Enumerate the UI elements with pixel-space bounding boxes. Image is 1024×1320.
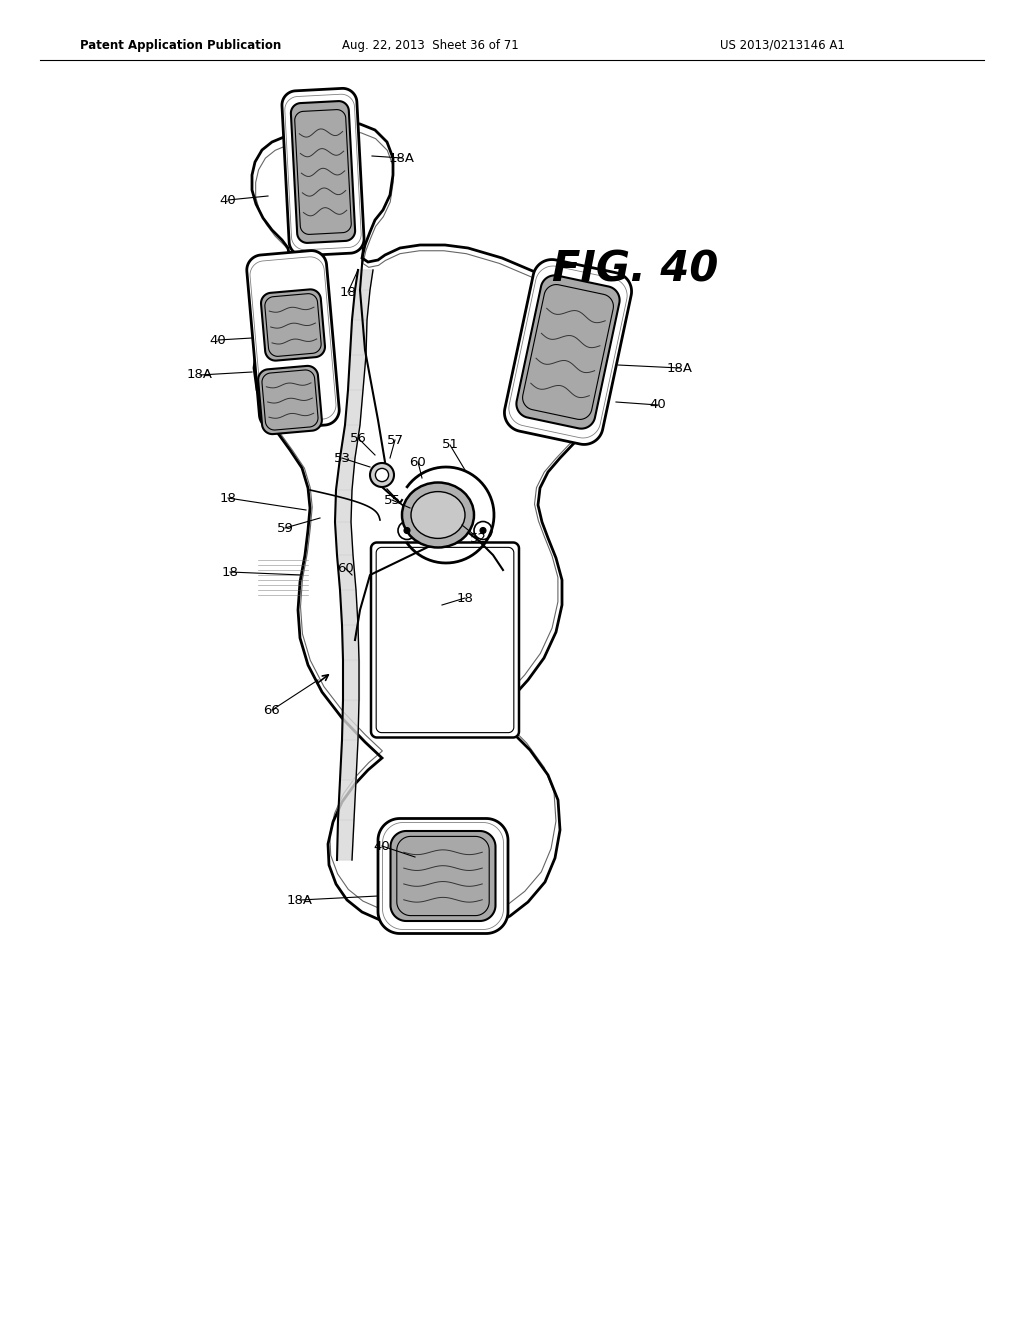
Ellipse shape <box>402 483 474 548</box>
Text: 40: 40 <box>649 399 667 412</box>
Text: 57: 57 <box>386 433 403 446</box>
Circle shape <box>398 521 416 540</box>
Text: 40: 40 <box>210 334 226 346</box>
Text: 55: 55 <box>384 494 400 507</box>
Text: 51: 51 <box>441 438 459 451</box>
Text: 18A: 18A <box>389 152 415 165</box>
Text: 53: 53 <box>334 451 350 465</box>
Text: 40: 40 <box>219 194 237 206</box>
Polygon shape <box>378 818 508 933</box>
Polygon shape <box>335 521 353 554</box>
Polygon shape <box>261 289 325 360</box>
Polygon shape <box>343 660 359 700</box>
Polygon shape <box>516 276 620 429</box>
Polygon shape <box>252 121 600 931</box>
Polygon shape <box>337 554 356 590</box>
Polygon shape <box>505 260 632 445</box>
Polygon shape <box>345 389 362 425</box>
Text: FIG. 40: FIG. 40 <box>552 249 718 290</box>
Text: 52: 52 <box>469 532 486 544</box>
Circle shape <box>370 463 394 487</box>
Text: 18A: 18A <box>667 362 693 375</box>
Text: 66: 66 <box>263 704 281 717</box>
Text: 18: 18 <box>340 285 356 298</box>
Polygon shape <box>340 741 358 780</box>
Polygon shape <box>371 543 519 738</box>
Polygon shape <box>338 780 356 820</box>
Text: 18: 18 <box>219 491 237 504</box>
Polygon shape <box>340 425 360 458</box>
Polygon shape <box>342 624 359 660</box>
Polygon shape <box>258 366 322 434</box>
Text: 40: 40 <box>374 840 390 853</box>
Polygon shape <box>390 832 496 921</box>
Polygon shape <box>342 700 359 741</box>
Circle shape <box>376 469 388 482</box>
Polygon shape <box>355 271 373 290</box>
Polygon shape <box>336 458 355 490</box>
Polygon shape <box>337 820 354 861</box>
Polygon shape <box>282 88 365 256</box>
Polygon shape <box>352 290 370 319</box>
Text: 60: 60 <box>337 561 353 574</box>
Circle shape <box>474 521 492 540</box>
Ellipse shape <box>411 491 465 539</box>
Polygon shape <box>350 319 367 355</box>
Text: Patent Application Publication: Patent Application Publication <box>80 38 282 51</box>
Circle shape <box>480 528 486 533</box>
Text: 18A: 18A <box>187 368 213 381</box>
Text: 60: 60 <box>410 455 426 469</box>
Text: US 2013/0213146 A1: US 2013/0213146 A1 <box>720 38 845 51</box>
Polygon shape <box>340 590 358 624</box>
Polygon shape <box>348 355 366 389</box>
Polygon shape <box>247 251 339 429</box>
Text: 18: 18 <box>221 565 239 578</box>
Text: 18A: 18A <box>287 894 313 907</box>
Text: 56: 56 <box>349 432 367 445</box>
Polygon shape <box>335 490 352 521</box>
Circle shape <box>404 528 410 533</box>
Polygon shape <box>291 102 355 243</box>
Text: Aug. 22, 2013  Sheet 36 of 71: Aug. 22, 2013 Sheet 36 of 71 <box>342 38 518 51</box>
Text: 59: 59 <box>276 521 294 535</box>
Text: 18: 18 <box>457 591 473 605</box>
